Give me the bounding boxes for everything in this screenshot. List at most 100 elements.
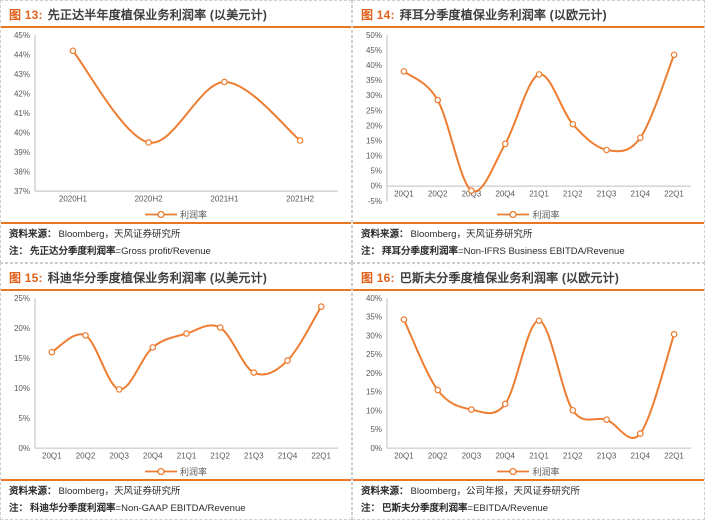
svg-text:20Q3: 20Q3 xyxy=(109,452,129,461)
figure-number: 图 14: xyxy=(361,8,395,22)
figure-panel-15: 图 15: 科迪华分季度植保业务利润率 (以美元计) 0% 5% 10% 15% 20% 2… xyxy=(0,263,352,520)
note-label: 注： xyxy=(9,245,29,257)
source-text: Bloomberg，天风证券研究所 xyxy=(58,486,181,498)
svg-text:5%: 5% xyxy=(370,425,382,434)
source-label: 资料来源： xyxy=(9,486,57,498)
source-line: 资料来源： Bloomberg，公司年报，天风证券研究所 xyxy=(361,484,696,500)
note-label: 注： xyxy=(9,502,29,514)
figure-notes: 资料来源： Bloomberg，天风证券研究所 注： 科迪华分季度利润率=Non-G… xyxy=(1,481,351,519)
figure-title-text: 巴斯夫分季度植保业务利润率 (以欧元计) xyxy=(399,271,620,285)
source-label: 资料来源： xyxy=(9,229,57,241)
svg-text:22Q1: 22Q1 xyxy=(664,452,684,461)
svg-text:35%: 35% xyxy=(366,313,382,322)
note-text: 拜耳分季度利润率 xyxy=(382,245,459,257)
figure-number: 图 13: xyxy=(9,8,43,22)
line-chart: 0% 5% 10% 15% 20% 25% 20Q1 20Q2 20Q3 20Q4 21Q1 21Q2… xyxy=(14,294,338,461)
figure-notes: 资料来源： Bloomberg，天风证券研究所 注： 先正达分季度利润率=Gross… xyxy=(1,224,351,262)
svg-text:21Q3: 21Q3 xyxy=(597,452,617,461)
svg-text:21Q2: 21Q2 xyxy=(563,452,583,461)
notes-divider xyxy=(353,479,704,482)
svg-text:20Q4: 20Q4 xyxy=(495,452,515,461)
svg-text:20Q2: 20Q2 xyxy=(76,452,96,461)
note-label: 注： xyxy=(361,502,381,514)
notes-divider xyxy=(353,222,704,225)
note-text: 科迪华分季度利润率 xyxy=(30,502,116,514)
note-label: 注： xyxy=(361,245,381,257)
svg-text:20Q3: 20Q3 xyxy=(462,190,482,199)
notes-divider xyxy=(1,222,351,225)
svg-text:20Q2: 20Q2 xyxy=(428,190,448,199)
svg-text:20Q1: 20Q1 xyxy=(42,452,62,461)
svg-text:21Q4: 21Q4 xyxy=(631,452,651,461)
note-formula: =Non-IFRS Business EBITDA/Revenue xyxy=(458,245,625,257)
svg-text:40%: 40% xyxy=(14,128,30,137)
note-line: 注： 巴斯夫分季度利润率=EBITDA/Revenue xyxy=(361,501,696,517)
legend-line-marker-icon xyxy=(144,210,177,218)
svg-text:20Q1: 20Q1 xyxy=(394,190,414,199)
note-formula: =Gross profit/Revenue xyxy=(115,245,211,257)
svg-text:50%: 50% xyxy=(366,31,382,40)
svg-text:5%: 5% xyxy=(18,414,30,423)
svg-text:42%: 42% xyxy=(14,89,30,98)
svg-text:10%: 10% xyxy=(366,151,382,160)
note-line: 注： 拜耳分季度利润率=Non-IFRS Business EBITDA/Reve… xyxy=(361,244,696,260)
svg-text:40%: 40% xyxy=(366,61,382,70)
source-line: 资料来源： Bloomberg，天风证券研究所 xyxy=(9,484,343,500)
chart-legend: 利润率 xyxy=(1,463,351,479)
svg-text:20%: 20% xyxy=(366,369,382,378)
source-line: 资料来源： Bloomberg，天风证券研究所 xyxy=(361,227,696,243)
note-line: 注： 先正达分季度利润率=Gross profit/Revenue xyxy=(9,244,343,260)
legend-line-marker-icon xyxy=(497,210,530,218)
source-line: 资料来源： Bloomberg，天风证券研究所 xyxy=(9,227,343,243)
figure-notes: 资料来源： Bloomberg，天风证券研究所 注： 拜耳分季度利润率=Non-IF… xyxy=(353,224,704,262)
figure-title: 图 13: 先正达半年度植保业务利润率 (以美元计) xyxy=(1,1,351,26)
svg-text:21Q3: 21Q3 xyxy=(597,190,617,199)
svg-text:20%: 20% xyxy=(366,121,382,130)
svg-text:15%: 15% xyxy=(366,387,382,396)
svg-text:20Q3: 20Q3 xyxy=(462,452,482,461)
svg-text:45%: 45% xyxy=(14,31,30,40)
svg-text:30%: 30% xyxy=(366,331,382,340)
line-chart: 37% 38% 39% 40% 41% 42% 43% 44% 45% 2020H1 2020H2 2… xyxy=(14,31,338,204)
chart-legend: 利润率 xyxy=(1,206,351,222)
figure-number: 图 15: xyxy=(9,271,43,285)
figure-panel-14: 图 14: 拜耳分季度植保业务利润率 (以欧元计) -5% 0% 5% 10% 15% 20… xyxy=(352,0,705,263)
legend-label: 利润率 xyxy=(532,466,560,477)
figure-panel-16: 图 16: 巴斯夫分季度植保业务利润率 (以欧元计) 0% 5% 10% 15% 20% 2… xyxy=(352,263,705,520)
source-text: Bloomberg，天风证券研究所 xyxy=(410,229,533,241)
notes-divider xyxy=(1,479,351,482)
legend-label: 利润率 xyxy=(532,209,560,220)
svg-text:0%: 0% xyxy=(18,444,30,453)
svg-text:38%: 38% xyxy=(14,167,30,176)
figure-notes: 资料来源： Bloomberg，公司年报，天风证券研究所 注： 巴斯夫分季度利润率=… xyxy=(353,481,704,519)
svg-text:10%: 10% xyxy=(366,406,382,415)
svg-text:0%: 0% xyxy=(370,182,382,191)
note-text: 巴斯夫分季度利润率 xyxy=(382,502,468,514)
title-divider xyxy=(353,26,704,28)
chart-legend: 利润率 xyxy=(353,206,704,222)
svg-text:21Q1: 21Q1 xyxy=(529,190,549,199)
svg-text:21Q4: 21Q4 xyxy=(631,190,651,199)
legend-line-marker-icon xyxy=(497,467,530,475)
source-label: 资料来源： xyxy=(361,229,409,241)
svg-text:0%: 0% xyxy=(370,444,382,453)
note-formula: =Non-GAAP EBITDA/Revenue xyxy=(115,502,246,514)
svg-text:25%: 25% xyxy=(366,106,382,115)
svg-text:21Q1: 21Q1 xyxy=(177,452,197,461)
svg-text:20Q2: 20Q2 xyxy=(428,452,448,461)
svg-text:5%: 5% xyxy=(370,167,382,176)
figure-title-text: 科迪华分季度植保业务利润率 (以美元计) xyxy=(47,271,268,285)
svg-text:2020H2: 2020H2 xyxy=(135,195,164,204)
svg-text:22Q1: 22Q1 xyxy=(664,190,684,199)
figure-number: 图 16: xyxy=(361,271,395,285)
svg-text:-5%: -5% xyxy=(368,197,382,206)
svg-text:20%: 20% xyxy=(14,324,30,333)
svg-text:41%: 41% xyxy=(14,109,30,118)
figure-panel-13: 图 13: 先正达半年度植保业务利润率 (以美元计) 37% 38% 39% 40% 41… xyxy=(0,0,352,263)
figure-title-text: 先正达半年度植保业务利润率 (以美元计) xyxy=(47,8,268,22)
svg-text:15%: 15% xyxy=(14,354,30,363)
figure-title: 图 16: 巴斯夫分季度植保业务利润率 (以欧元计) xyxy=(353,264,704,289)
svg-text:22Q1: 22Q1 xyxy=(311,452,331,461)
svg-text:2020H1: 2020H1 xyxy=(59,195,88,204)
